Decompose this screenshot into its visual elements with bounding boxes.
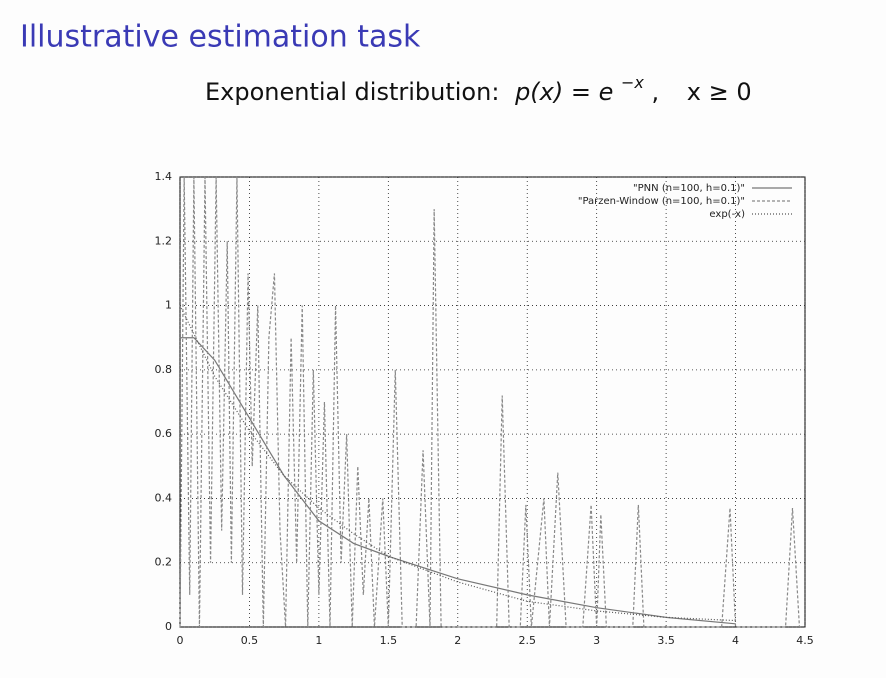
subtitle-text: Exponential distribution:: [205, 78, 499, 106]
subtitle: Exponential distribution: p(x) = e −x , …: [205, 68, 752, 106]
x-tick-label: 3.5: [657, 634, 675, 647]
data-line: [179, 176, 801, 628]
y-tick-label: 0.2: [155, 556, 173, 569]
y-tick-label: 1: [165, 299, 172, 312]
data-line: [180, 337, 736, 625]
x-tick-label: 4: [732, 634, 739, 647]
y-tick-label: 1.2: [155, 234, 173, 247]
x-tick-label: 1.5: [380, 634, 398, 647]
legend-label: "PNN (n=100, h=0.1)": [633, 183, 745, 194]
y-tick-label: 0.4: [155, 491, 173, 504]
legend-label: "Parzen-Window (n=100, h=0.1)": [578, 196, 745, 207]
slide-title: Illustrative estimation task: [20, 20, 421, 55]
x-tick-label: 2.5: [518, 634, 536, 647]
subtitle-exponent: −x: [621, 73, 644, 92]
subtitle-formula: p(x) = e: [514, 78, 613, 106]
x-tick-label: 4.5: [796, 634, 814, 647]
y-tick-label: 1.4: [155, 170, 173, 183]
legend-label: exp(-x): [709, 209, 745, 220]
x-tick-label: 0: [177, 634, 184, 647]
x-tick-label: 0.5: [241, 634, 259, 647]
x-tick-label: 3: [593, 634, 600, 647]
y-tick-label: 0: [165, 620, 172, 633]
y-tick-label: 0.6: [155, 427, 173, 440]
subtitle-condition: x ≥ 0: [687, 78, 752, 106]
x-tick-label: 1: [315, 634, 322, 647]
x-tick-label: 2: [454, 634, 461, 647]
data-line: [179, 305, 736, 622]
subtitle-comma: ,: [652, 78, 660, 106]
y-tick-label: 0.8: [155, 363, 173, 376]
